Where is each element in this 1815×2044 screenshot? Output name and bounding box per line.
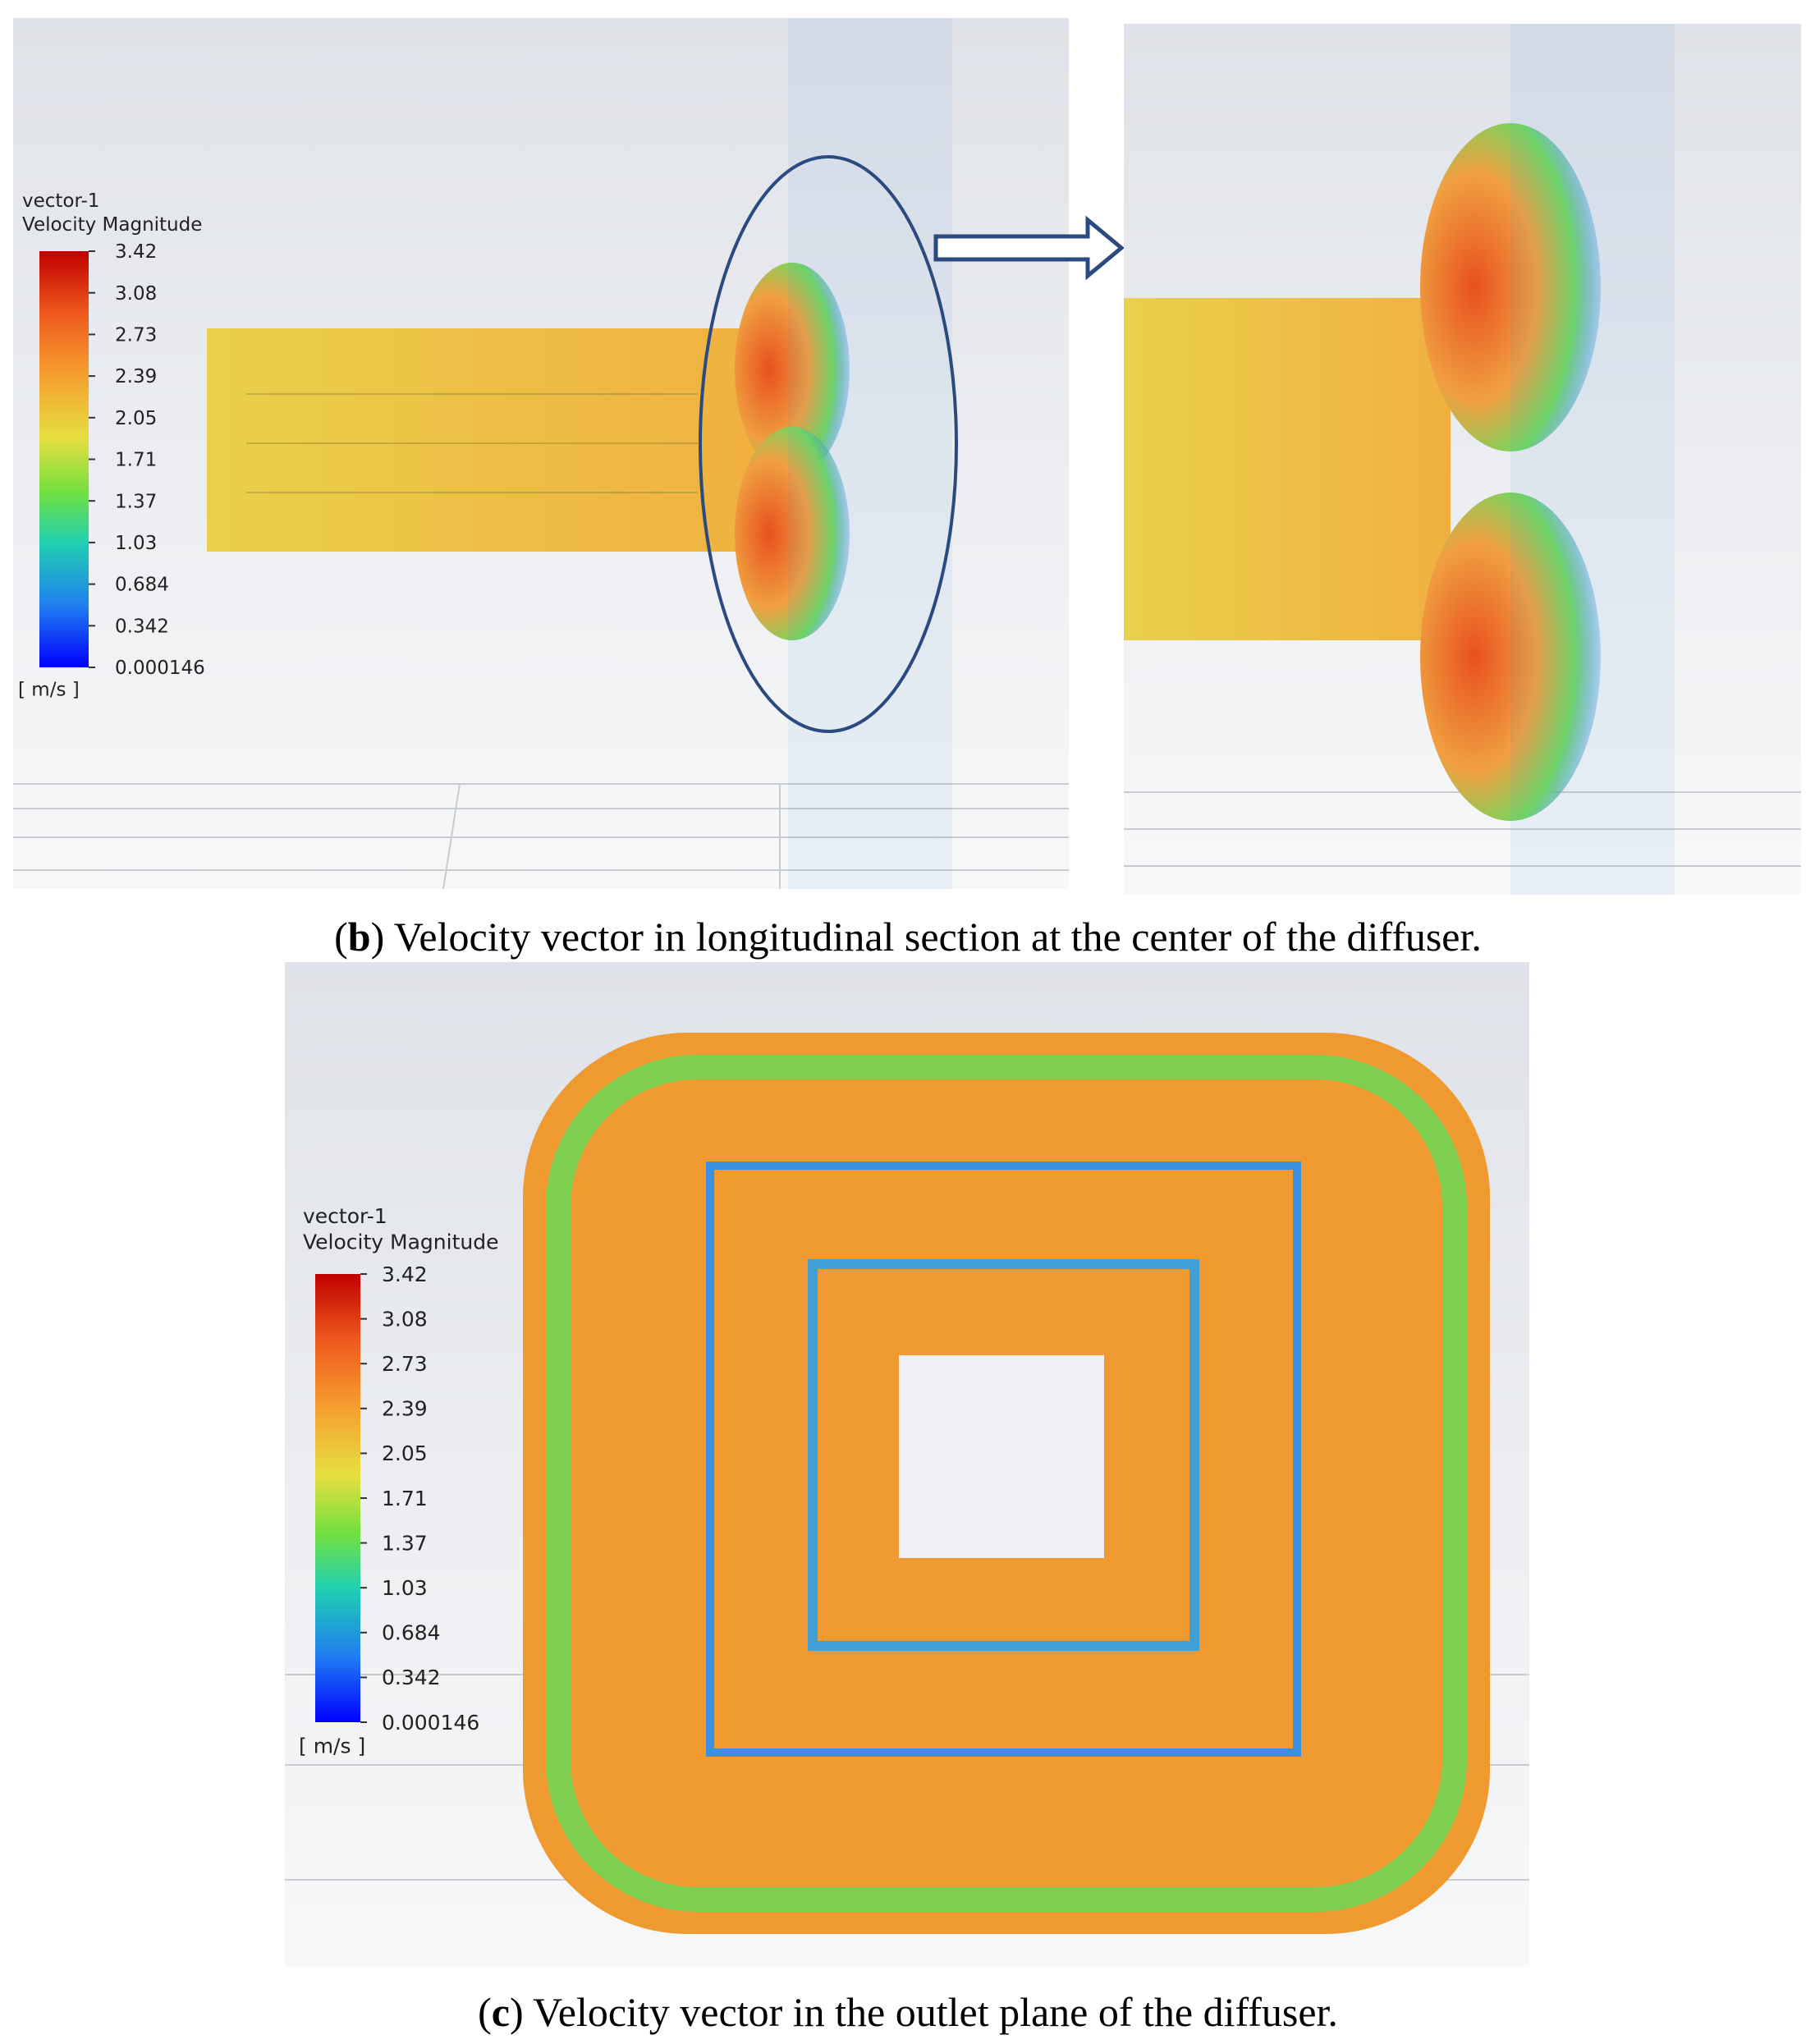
vectors [246, 393, 698, 493]
legend-tick-label: 2.39 [382, 1397, 428, 1421]
outflow [1510, 24, 1675, 895]
pipe [207, 328, 758, 552]
legend-tick-label: 3.08 [382, 1307, 428, 1331]
legend-quantity: Velocity Magnitude [22, 214, 202, 236]
legend-tick-label: 1.71 [115, 450, 157, 471]
jet-lower [735, 427, 850, 640]
caption-part: ( [478, 1989, 492, 2035]
caption-part: ) Velocity vector in the outlet plane of… [510, 1989, 1338, 2035]
caption: (c) Velocity vector in the outlet plane … [478, 1989, 1338, 2035]
legend-tick-label: 1.03 [382, 1576, 428, 1600]
legend-tick-label: 2.73 [115, 324, 157, 346]
legend-title: vector-1 [22, 190, 99, 212]
legend-tick-label: 1.37 [115, 491, 157, 512]
legend-unit: [ m/s ] [18, 680, 80, 701]
legend-tick-label: 3.42 [115, 241, 157, 263]
legend-tick-label: 1.71 [382, 1487, 428, 1510]
legend-tick-label: 2.05 [115, 408, 157, 429]
caption-part: c [492, 1989, 510, 2035]
legend-tick-label: 1.03 [115, 533, 157, 554]
zoom-arrow [933, 215, 1125, 281]
legend-tick-label: 0.000146 [382, 1711, 479, 1735]
caption-part: b [348, 914, 371, 960]
legend-quantity: Velocity Magnitude [303, 1230, 498, 1253]
legend-tick-label: 3.08 [115, 283, 157, 305]
legend-title: vector-1 [303, 1204, 387, 1228]
pipe [1124, 298, 1451, 640]
legend-tick-label: 2.05 [382, 1441, 428, 1465]
legend-tick-label: 2.73 [382, 1352, 428, 1376]
highlight-ellipse [699, 155, 958, 733]
outlet-ring [706, 1162, 1301, 1757]
jet-upper [1420, 123, 1601, 451]
outlet-ring [546, 1055, 1467, 1912]
legend-tick-label: 1.37 [382, 1531, 428, 1555]
legend-tick-label: 0.684 [382, 1621, 441, 1645]
jet-upper [735, 263, 850, 476]
outlet-ring [808, 1259, 1199, 1651]
legend-tick-label: 0.000146 [115, 658, 205, 679]
legend-tick-label: 0.684 [115, 575, 169, 596]
floor-grid [13, 783, 1069, 890]
legend-tick-label: 0.342 [115, 616, 169, 637]
outflow [788, 18, 952, 889]
colorbar [39, 251, 89, 667]
caption: (b) Velocity vector in longitudinal sect… [334, 914, 1482, 960]
legend-tick-label: 3.42 [382, 1263, 428, 1286]
jet-lower [1420, 493, 1601, 821]
legend-tick-label: 2.39 [115, 366, 157, 387]
legend-tick-label: 0.342 [382, 1666, 441, 1689]
caption-part: ) Velocity vector in longitudinal sectio… [371, 914, 1482, 960]
colorbar [315, 1274, 360, 1722]
legend-unit: [ m/s ] [299, 1735, 365, 1758]
center-hole [899, 1355, 1104, 1558]
caption-part: ( [334, 914, 348, 960]
